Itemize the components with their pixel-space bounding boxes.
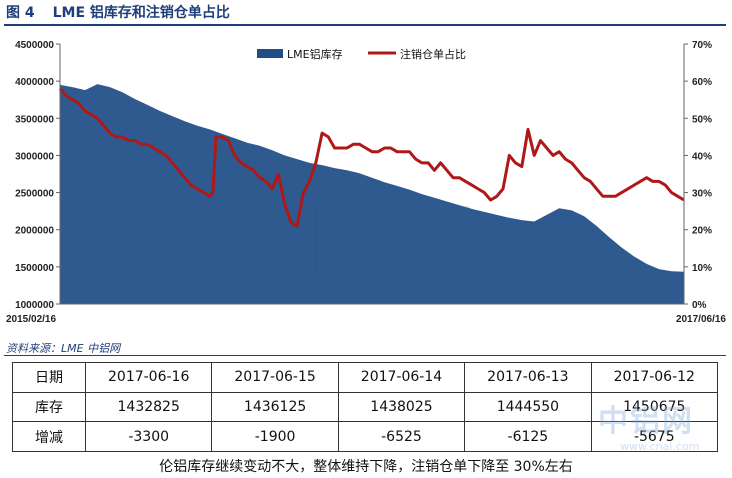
table-cell: 1450675 xyxy=(590,391,719,423)
table-cell: 1436125 xyxy=(211,391,339,423)
row-label: 库存 xyxy=(12,391,86,423)
right-tick-label: 0% xyxy=(692,300,707,311)
table-cell: 1438025 xyxy=(337,391,466,423)
right-tick-label: 70% xyxy=(692,40,712,51)
left-tick-label: 2500000 xyxy=(15,189,54,200)
figure-number: 图 4 xyxy=(6,5,35,21)
stamp-sub-text: www.cnal.com xyxy=(620,440,700,453)
table-cell: -6125 xyxy=(464,421,592,452)
table-row: 日期 2017-06-16 2017-06-15 2017-06-14 2017-06-… xyxy=(12,362,719,393)
table-cell: 2017-06-14 xyxy=(337,362,466,393)
table-cell: -5675 xyxy=(590,421,719,452)
right-tick-label: 50% xyxy=(692,114,712,125)
legend-label-area: LME铝库存 xyxy=(287,47,343,61)
x-end-label: 2017/06/16 xyxy=(676,314,726,325)
table-cell: 2017-06-12 xyxy=(590,362,719,393)
inventory-table: 日期 2017-06-16 2017-06-15 2017-06-14 2017-06-… xyxy=(12,362,719,452)
right-tick-label: 40% xyxy=(692,151,712,162)
title-divider xyxy=(4,24,726,26)
left-tick-label: 1500000 xyxy=(15,263,54,274)
table-cell: -3300 xyxy=(84,421,213,452)
table-cell: 1444550 xyxy=(464,391,592,423)
right-tick-label: 60% xyxy=(692,77,712,88)
legend-label-line: 注销仓单占比 xyxy=(400,47,466,61)
legend-swatch-area xyxy=(257,49,283,58)
table-row: 库存 1432825 1436125 1438025 1444550 1450675 xyxy=(12,391,719,423)
left-tick-label: 4500000 xyxy=(15,40,54,51)
left-tick-label: 3500000 xyxy=(15,114,54,125)
cnal-stamp-watermark: 中铝网 www.cnal.com xyxy=(598,396,718,456)
row-label: 日期 xyxy=(12,362,86,393)
left-tick-label: 2000000 xyxy=(15,226,54,237)
table-cell: -6525 xyxy=(337,421,466,452)
table-cell: 2017-06-13 xyxy=(464,362,592,393)
right-tick-label: 30% xyxy=(692,189,712,200)
source-note: 资料来源：LME 中铝网 xyxy=(6,342,121,355)
figure-title-text: LME 铝库存和注销仓单占比 xyxy=(52,5,230,21)
row-label: 增减 xyxy=(12,421,86,452)
stamp-main-text: 中铝网 xyxy=(598,404,694,439)
left-tick-label: 1000000 xyxy=(15,300,54,311)
chart-caption: 伦铝库存继续变动不大，整体维持下降，注销仓单下降至 30%左右 xyxy=(159,459,573,475)
x-start-label: 2015/02/16 xyxy=(6,314,56,325)
table-row: 增减 -3300 -1900 -6525 -6125 -5675 xyxy=(12,421,719,452)
series-area-lme-inventory xyxy=(60,84,684,304)
left-tick-label: 3000000 xyxy=(15,151,54,162)
chart: CNAL450000040000003500000300000025000002… xyxy=(6,40,726,325)
series-line-cancelled-warrants xyxy=(58,87,685,228)
left-tick-label: 4000000 xyxy=(15,77,54,88)
table-cell: 2017-06-16 xyxy=(84,362,213,393)
table-cell: -1900 xyxy=(211,421,339,452)
figure-title: 图 4 LME 铝库存和注销仓单占比 xyxy=(6,2,230,22)
source-divider xyxy=(4,355,726,356)
table-cell: 2017-06-15 xyxy=(211,362,339,393)
right-tick-label: 20% xyxy=(692,226,712,237)
table-cell: 1432825 xyxy=(84,391,213,423)
right-tick-label: 10% xyxy=(692,263,712,274)
